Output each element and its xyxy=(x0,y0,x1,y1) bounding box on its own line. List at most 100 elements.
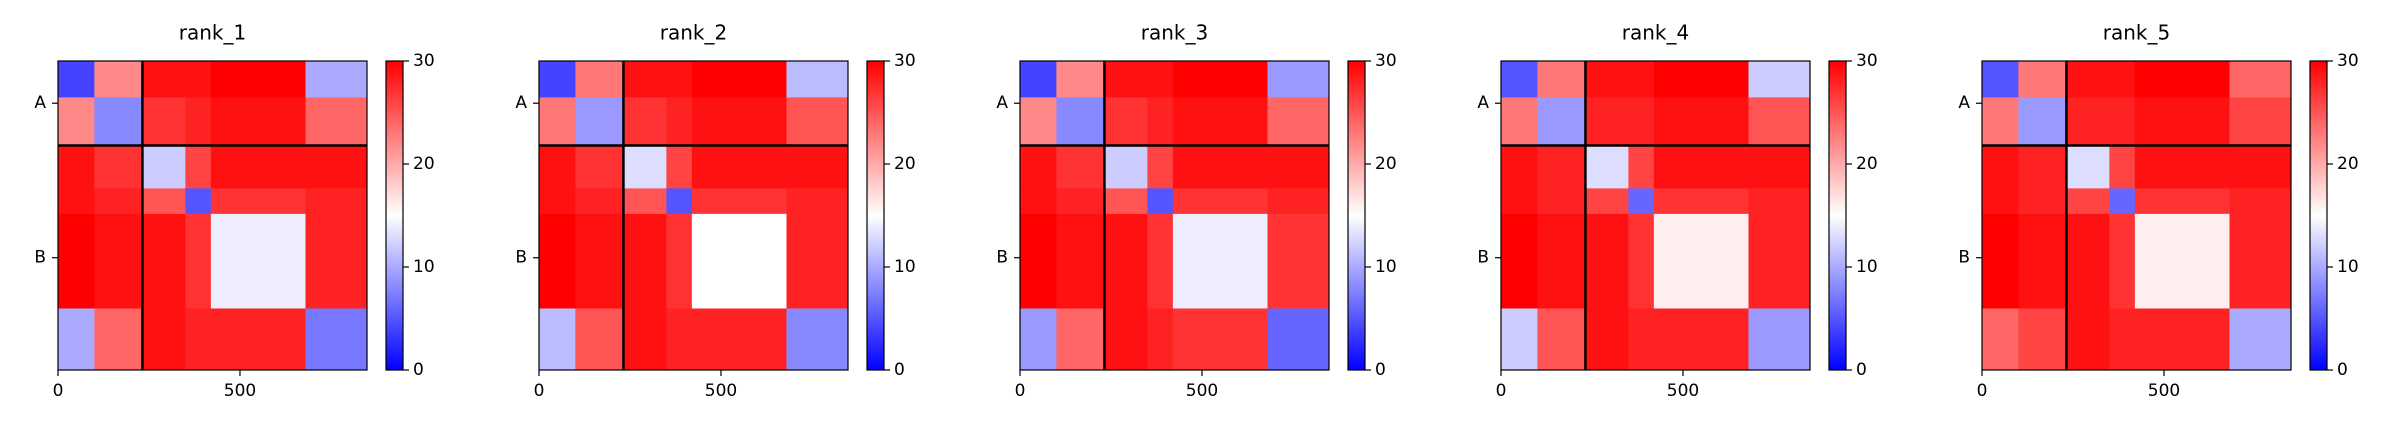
heat-cell xyxy=(58,308,95,371)
heat-cell xyxy=(2066,308,2110,371)
heat-cell xyxy=(539,61,576,98)
heat-cell xyxy=(1653,97,1749,146)
heat-cell xyxy=(142,188,186,215)
heat-cell xyxy=(1172,145,1268,189)
heat-cell xyxy=(1537,213,1586,309)
heat-cell xyxy=(539,97,576,146)
heat-cell xyxy=(1585,188,1629,215)
heat-cell xyxy=(1748,61,1811,98)
heat-cell xyxy=(1982,97,2019,146)
colorbar xyxy=(866,60,885,371)
heat-cell xyxy=(1628,145,1655,189)
heat-cell xyxy=(2229,61,2292,98)
heat-cell xyxy=(1020,188,1057,215)
colorbar-tick-label: 20 xyxy=(894,154,916,174)
heat-cell xyxy=(1267,61,1330,98)
heat-cell xyxy=(1501,213,1538,309)
heat-cell xyxy=(539,145,576,189)
heat-cell xyxy=(1628,213,1655,309)
heat-cell xyxy=(623,97,667,146)
heat-cell xyxy=(1147,97,1174,146)
heat-cell xyxy=(1020,308,1057,371)
heat-cell xyxy=(210,97,306,146)
heat-cell xyxy=(1056,188,1105,215)
heat-cell xyxy=(2018,213,2067,309)
heat-cell xyxy=(1585,61,1629,98)
x-tick-label: 0 xyxy=(53,381,64,401)
heat-cell xyxy=(1267,97,1330,146)
heat-cell xyxy=(305,308,368,371)
colorbar xyxy=(2309,60,2328,371)
heat-cell xyxy=(2229,213,2292,309)
heat-cell xyxy=(2018,145,2067,189)
heat-cell xyxy=(623,213,667,309)
heat-cell xyxy=(1653,188,1749,215)
heat-cell xyxy=(666,308,693,371)
x-tick-label: 500 xyxy=(224,381,256,401)
colorbar-tick-label: 10 xyxy=(894,257,916,277)
heat-cell xyxy=(1537,145,1586,189)
heat-cell xyxy=(691,188,787,215)
heat-cell xyxy=(1628,308,1655,371)
colorbar-tick-label: 0 xyxy=(1375,360,1386,380)
heat-cell xyxy=(1748,188,1811,215)
heat-cell xyxy=(623,145,667,189)
heat-cell xyxy=(94,145,143,189)
panel-title: rank_4 xyxy=(1622,21,1689,45)
heat-cell xyxy=(1537,61,1586,98)
panel-title: rank_1 xyxy=(179,21,246,45)
colorbar-tick-label: 0 xyxy=(894,360,905,380)
heat-cell xyxy=(2018,61,2067,98)
heat-cell xyxy=(575,308,624,371)
heat-cell xyxy=(1172,188,1268,215)
colorbar xyxy=(1347,60,1366,371)
heat-cell xyxy=(94,213,143,309)
heat-cell xyxy=(1653,213,1749,309)
heat-cell xyxy=(691,213,787,309)
heat-cell xyxy=(1748,97,1811,146)
colorbar-tick-label: 20 xyxy=(413,154,435,174)
heat-cell xyxy=(210,213,306,309)
heat-cell xyxy=(1172,97,1268,146)
colorbar-tick-label: 10 xyxy=(2337,257,2359,277)
heat-cell xyxy=(575,145,624,189)
heat-cell xyxy=(305,188,368,215)
heat-cell xyxy=(2109,145,2136,189)
heat-cell xyxy=(305,213,368,309)
heat-cell xyxy=(786,213,849,309)
heat-cell xyxy=(1628,97,1655,146)
heat-cell xyxy=(786,188,849,215)
heat-cell xyxy=(210,145,306,189)
colorbar-tick-label: 20 xyxy=(1856,154,1878,174)
heat-cell xyxy=(1147,308,1174,371)
colorbar xyxy=(1828,60,1847,371)
heat-cell xyxy=(1056,213,1105,309)
heat-cell xyxy=(1267,308,1330,371)
heat-cell xyxy=(1628,61,1655,98)
heat-cell xyxy=(2018,97,2067,146)
heat-cell xyxy=(1501,188,1538,215)
chain-label: A xyxy=(34,93,46,113)
heat-cell xyxy=(305,145,368,189)
heat-cell xyxy=(1056,145,1105,189)
heat-cell xyxy=(2134,308,2230,371)
chain-label: A xyxy=(515,93,527,113)
heat-cell xyxy=(1501,145,1538,189)
heat-cell xyxy=(1172,308,1268,371)
heat-cell xyxy=(1104,145,1148,189)
heat-cell xyxy=(142,61,186,98)
heat-cell xyxy=(305,61,368,98)
heat-cell xyxy=(2109,188,2136,215)
heat-cell xyxy=(2229,308,2292,371)
heat-cell xyxy=(210,308,306,371)
heat-cell xyxy=(786,97,849,146)
heat-cell xyxy=(1982,145,2019,189)
heat-cell xyxy=(305,97,368,146)
heat-cell xyxy=(1104,213,1148,309)
heat-cell xyxy=(1653,61,1749,98)
heat-cell xyxy=(2229,188,2292,215)
heat-cell xyxy=(2109,213,2136,309)
heat-cell xyxy=(2018,308,2067,371)
heat-cell xyxy=(58,61,95,98)
